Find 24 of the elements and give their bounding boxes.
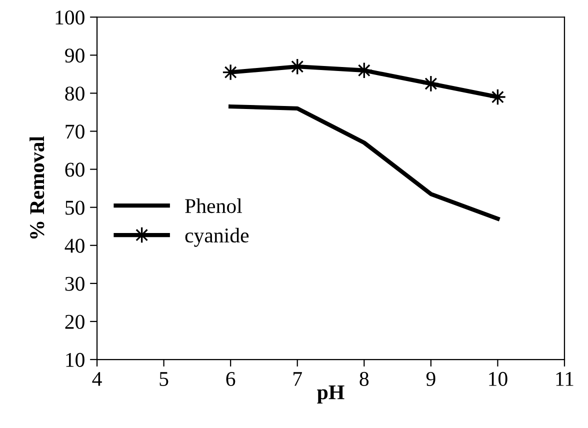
legend-label: Phenol: [185, 198, 242, 214]
x-tick-label: 4: [92, 372, 102, 386]
y-tick-label: 80: [65, 86, 84, 101]
x-tick-label: 7: [294, 372, 302, 386]
y-tick-label: 100: [56, 10, 84, 25]
x-tick-label: 11: [556, 372, 574, 386]
x-tick-label: 6: [226, 372, 236, 386]
x-tick-label: 10: [489, 372, 508, 386]
y-tick-label: 90: [65, 48, 84, 63]
x-tick-label: 8: [360, 372, 369, 386]
x-tick-label: 9: [426, 372, 436, 386]
y-axis-title: % Removal: [30, 136, 44, 239]
y-tick-label: 40: [64, 238, 84, 253]
y-tick-label: 30: [65, 276, 84, 291]
x-tick-label: 5: [160, 372, 168, 386]
y-tick-label: 20: [65, 314, 84, 329]
x-axis-title: pH: [317, 385, 344, 404]
y-tick-label: 60: [65, 162, 84, 177]
y-tick-label: 50: [66, 200, 84, 215]
legend-label: cyanide: [185, 228, 249, 247]
point: [422, 75, 440, 92]
y-tick-label: 70: [66, 124, 84, 139]
y-tick-label: 10: [66, 352, 84, 367]
point: [489, 88, 506, 106]
